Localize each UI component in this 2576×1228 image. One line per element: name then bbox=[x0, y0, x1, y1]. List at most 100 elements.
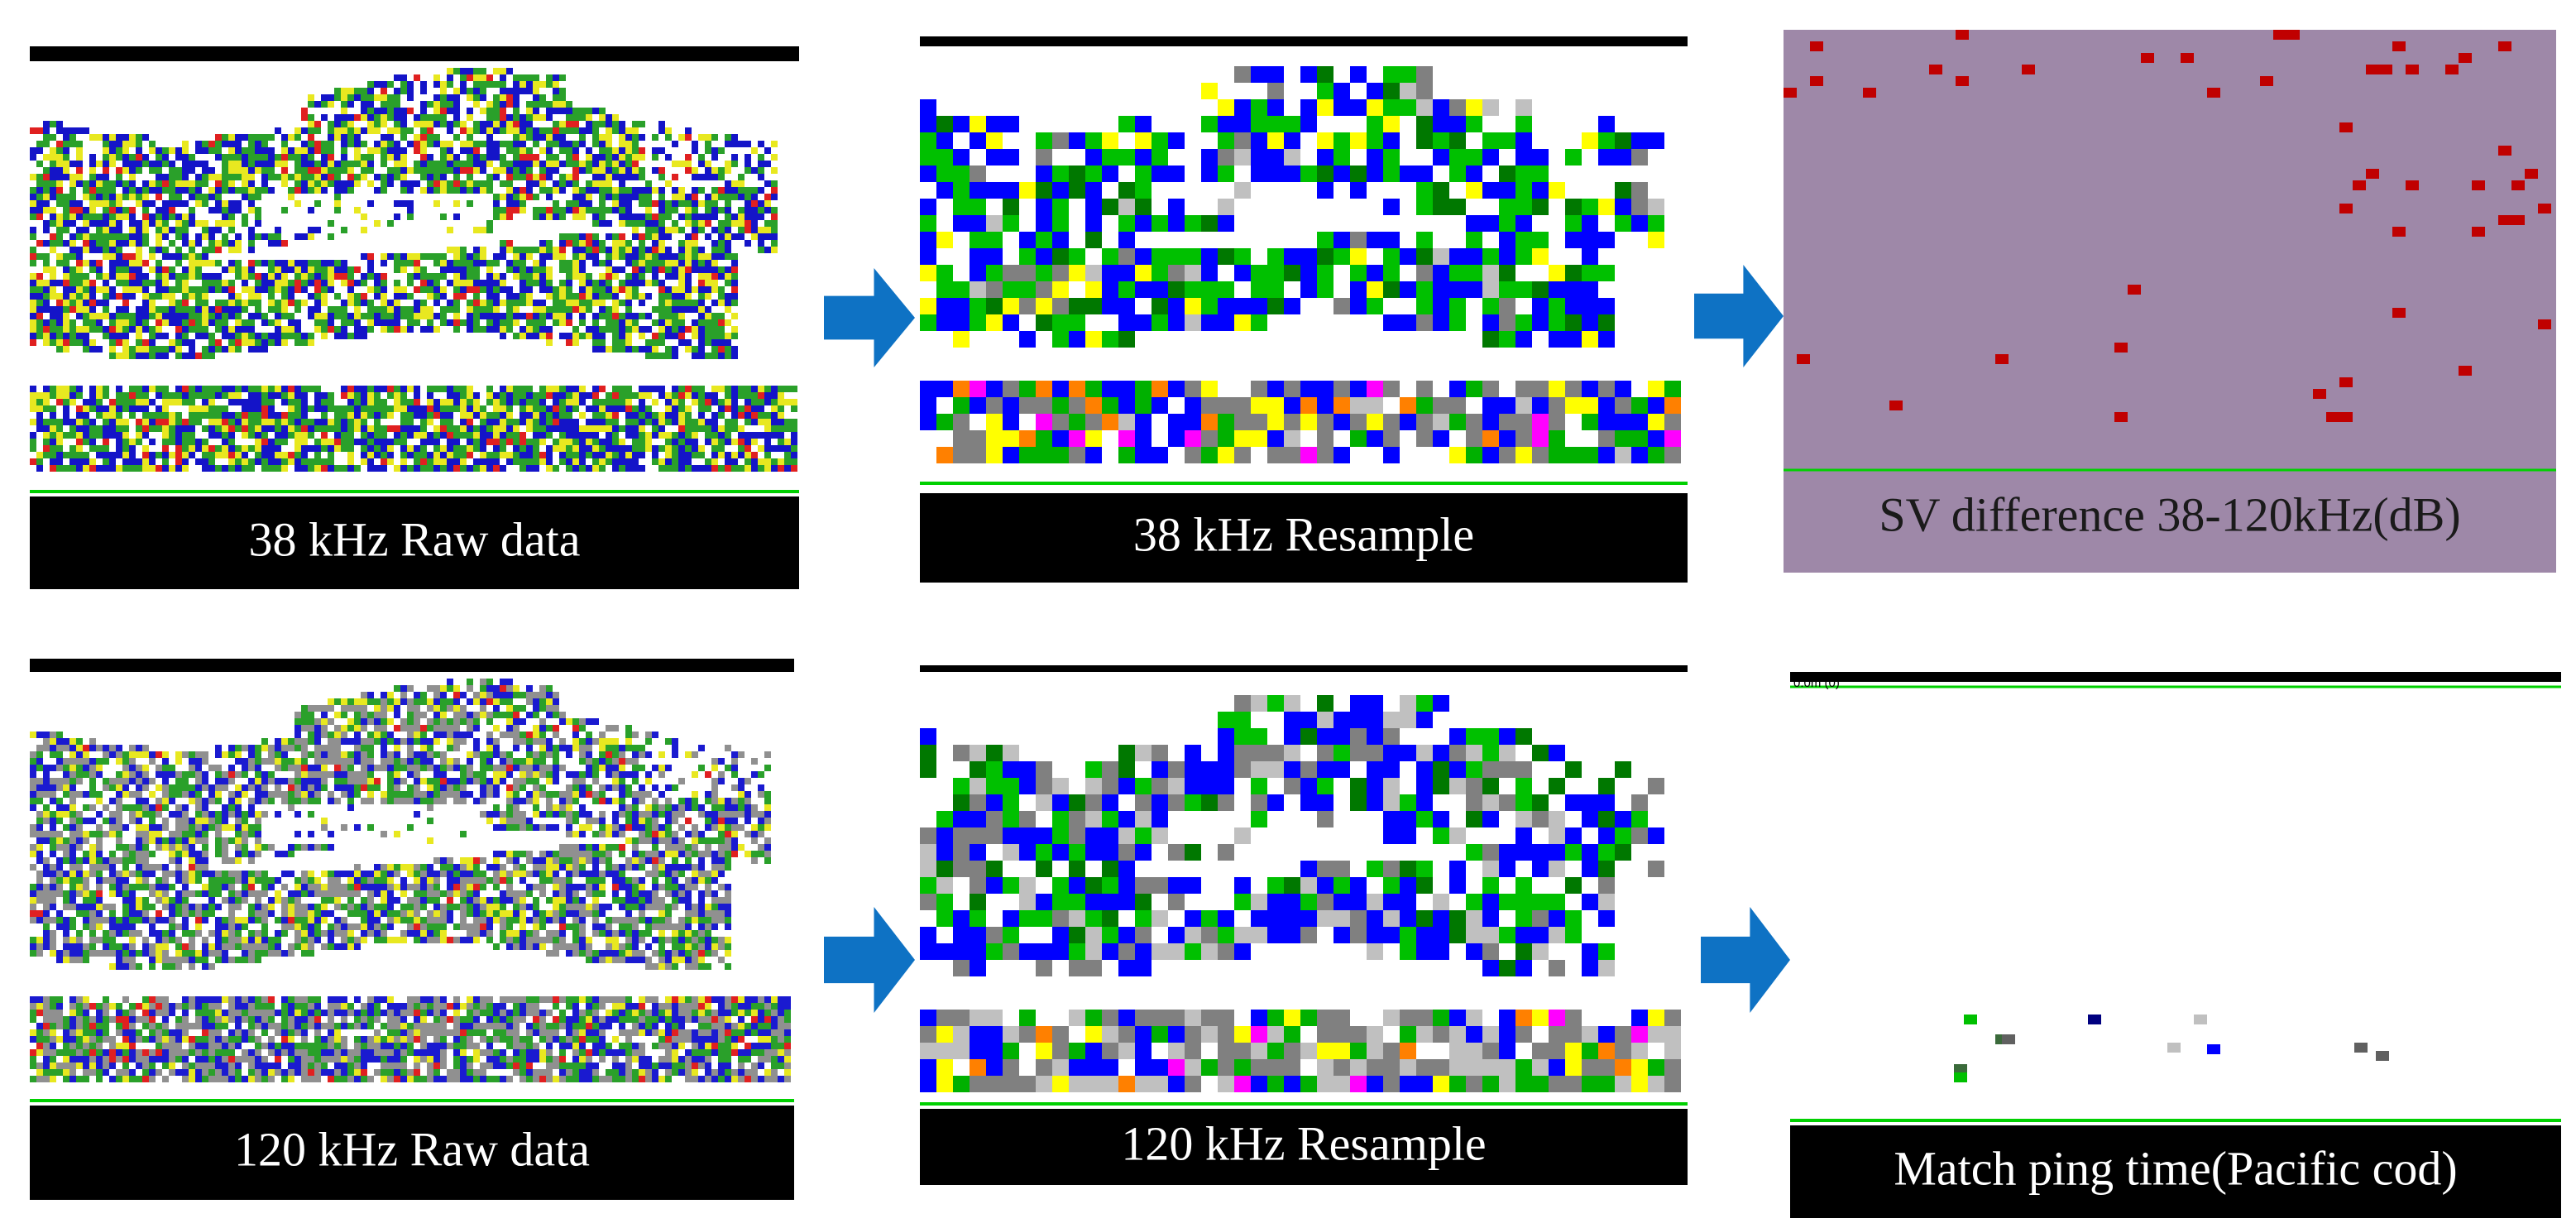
echo-cell bbox=[672, 141, 678, 147]
echo-cell bbox=[314, 180, 321, 187]
echo-cell bbox=[43, 811, 50, 818]
echo-cell bbox=[500, 333, 506, 339]
echo-cell bbox=[579, 306, 586, 313]
echo-cell bbox=[89, 194, 96, 200]
echo-cell bbox=[1367, 281, 1383, 298]
echo-cell bbox=[96, 412, 103, 419]
echo-cell bbox=[136, 134, 142, 141]
echo-cell bbox=[1185, 414, 1201, 430]
echo-cell bbox=[486, 220, 493, 227]
echo-cell bbox=[103, 333, 109, 339]
echo-cell bbox=[1234, 265, 1251, 281]
echo-cell bbox=[632, 439, 639, 445]
echo-cell bbox=[202, 280, 208, 286]
echo-cell bbox=[500, 439, 506, 445]
echo-cell bbox=[1069, 397, 1085, 414]
echo-cell bbox=[1383, 381, 1400, 397]
echo-cell bbox=[460, 88, 467, 94]
echo-cell bbox=[328, 313, 334, 319]
echo-cell bbox=[1168, 215, 1185, 232]
echo-cell bbox=[1367, 298, 1383, 314]
echo-cell bbox=[771, 227, 778, 233]
echo-cell bbox=[387, 439, 394, 445]
echo-cell bbox=[156, 465, 162, 472]
echo-cell bbox=[625, 412, 632, 419]
echo-cell bbox=[665, 300, 672, 306]
echo-cell bbox=[30, 392, 36, 399]
echo-cell bbox=[228, 213, 235, 220]
echo-cell bbox=[711, 273, 718, 280]
echo-cell bbox=[334, 465, 341, 472]
echo-cell bbox=[758, 167, 764, 174]
echo-cell bbox=[731, 300, 738, 306]
echo-cell bbox=[970, 314, 986, 331]
echo-cell bbox=[771, 240, 778, 247]
echo-cell bbox=[711, 439, 718, 445]
echo-cell bbox=[440, 141, 447, 147]
echo-cell bbox=[751, 465, 758, 472]
echo-cell bbox=[142, 233, 149, 240]
echo-cell bbox=[162, 412, 169, 419]
echo-cell bbox=[625, 319, 632, 326]
echo-cell bbox=[294, 180, 301, 187]
echo-cell bbox=[665, 200, 672, 207]
echo-cell bbox=[745, 412, 751, 419]
echo-cell bbox=[526, 319, 533, 326]
echo-cell bbox=[625, 247, 632, 253]
echo-cell bbox=[1598, 265, 1615, 281]
echo-cell bbox=[486, 386, 493, 392]
echo-cell bbox=[1300, 99, 1317, 116]
echo-cell bbox=[533, 94, 539, 101]
echo-cell bbox=[520, 458, 526, 465]
echo-cell bbox=[96, 445, 103, 452]
echo-cell bbox=[467, 154, 473, 161]
echo-cell bbox=[493, 445, 500, 452]
echo-cell bbox=[592, 452, 599, 458]
echo-cell bbox=[440, 187, 447, 194]
echo-cell bbox=[533, 306, 539, 313]
echo-cell bbox=[208, 194, 215, 200]
echo-cell bbox=[96, 200, 103, 207]
echo-cell bbox=[1433, 414, 1449, 430]
echo-cell bbox=[936, 281, 953, 298]
echo-cell bbox=[725, 300, 731, 306]
echo-cell bbox=[407, 445, 414, 452]
echo-cell bbox=[175, 194, 182, 200]
echo-cell bbox=[288, 392, 294, 399]
echo-cell bbox=[109, 187, 116, 194]
echo-cell bbox=[480, 445, 486, 452]
echo-cell bbox=[288, 452, 294, 458]
echo-cell bbox=[367, 286, 374, 293]
echo-cell bbox=[122, 240, 129, 247]
echo-cell bbox=[76, 286, 83, 293]
echo-cell bbox=[103, 247, 109, 253]
echo-cell bbox=[745, 220, 751, 227]
echo-cell bbox=[248, 200, 255, 207]
echo-cell bbox=[427, 101, 433, 108]
echo-cell bbox=[559, 161, 566, 167]
echo-cell bbox=[652, 346, 658, 353]
echo-cell bbox=[175, 300, 182, 306]
echo-cell bbox=[711, 134, 718, 141]
echo-cell bbox=[572, 452, 579, 458]
echo-cell bbox=[76, 180, 83, 187]
echo-cell bbox=[69, 751, 76, 758]
echo-cell bbox=[678, 386, 685, 392]
echo-cell bbox=[347, 445, 354, 452]
echo-cell bbox=[652, 319, 658, 326]
echo-cell bbox=[374, 174, 381, 180]
echo-cell bbox=[539, 333, 546, 339]
echo-cell bbox=[36, 1043, 43, 1049]
echo-cell bbox=[639, 240, 645, 247]
echo-cell bbox=[711, 200, 718, 207]
echo-cell bbox=[321, 141, 328, 147]
echo-cell bbox=[678, 306, 685, 313]
echo-cell bbox=[447, 392, 453, 399]
echo-cell bbox=[764, 439, 771, 445]
echo-cell bbox=[433, 439, 440, 445]
echo-cell bbox=[56, 837, 63, 844]
echo-cell bbox=[109, 253, 116, 260]
sv-cell bbox=[2114, 412, 2128, 422]
echo-cell bbox=[394, 154, 400, 161]
echo-cell bbox=[579, 432, 586, 439]
